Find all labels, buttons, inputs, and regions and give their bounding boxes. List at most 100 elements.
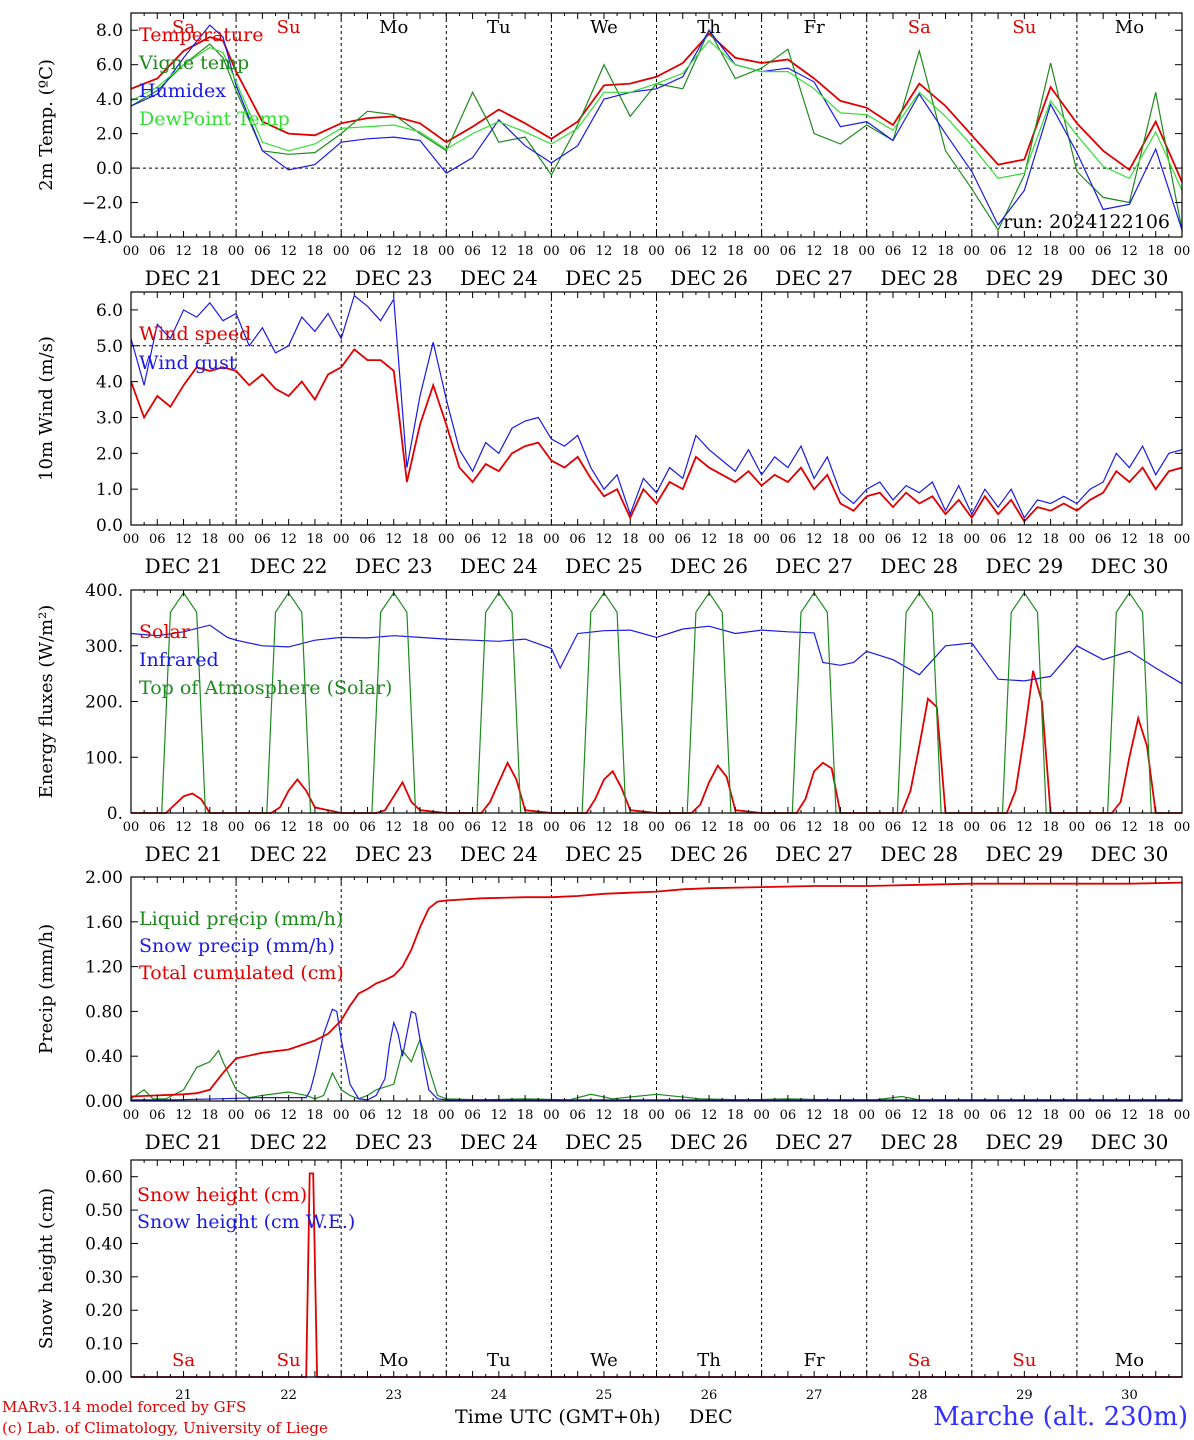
- date-label: DEC 22: [250, 266, 328, 290]
- y-tick-label: −2.0: [82, 194, 123, 214]
- date-label: DEC 23: [355, 266, 433, 290]
- hour-tick-label: 06: [464, 532, 481, 547]
- y-axis-label: Precip (mm/h): [36, 924, 57, 1054]
- hour-tick-label: 00: [648, 244, 665, 259]
- hour-tick-label: 06: [149, 244, 166, 259]
- hour-tick-label: 12: [491, 532, 508, 547]
- y-tick-label: 200.: [85, 693, 123, 713]
- hour-tick-label: 18: [937, 820, 954, 835]
- hour-tick-label: 06: [359, 1108, 376, 1123]
- hour-tick-label: 18: [1147, 1108, 1164, 1123]
- weekday-label: Su: [1012, 1350, 1036, 1371]
- hour-tick-label: 00: [753, 820, 770, 835]
- hour-tick-label: 18: [832, 244, 849, 259]
- hour-tick-label: 18: [727, 532, 744, 547]
- hour-tick-label: 06: [359, 532, 376, 547]
- hour-tick-label: 06: [149, 1108, 166, 1123]
- hour-tick-label: 00: [123, 532, 140, 547]
- hour-tick-label: 18: [202, 1108, 219, 1123]
- date-label: DEC 28: [880, 842, 958, 866]
- legend-entry: Liquid precip (mm/h): [139, 908, 343, 930]
- y-tick-label: 0.50: [85, 1201, 123, 1221]
- y-tick-label: −4.0: [82, 228, 123, 248]
- weekday-label: Sa: [908, 17, 931, 38]
- hour-tick-label: 06: [675, 244, 692, 259]
- hour-tick-label: 18: [202, 244, 219, 259]
- hour-tick-label: 00: [1069, 820, 1086, 835]
- hour-tick-label: 18: [832, 820, 849, 835]
- hour-tick-label: 18: [937, 532, 954, 547]
- date-label: DEC 30: [1091, 266, 1169, 290]
- hour-tick-label: 18: [1147, 244, 1164, 259]
- panel-4: 0.00 0.40 0.80 1.20 1.60 2.00 Precip (mm/h) Liq…: [36, 868, 1190, 1154]
- series-line-vigne-temp: [130, 28, 1183, 232]
- y-tick-label: 0.00: [85, 1092, 123, 1112]
- weekday-label: Sa: [172, 1350, 195, 1371]
- y-tick-label: 0.40: [85, 1047, 123, 1067]
- date-label: DEC 29: [985, 1130, 1063, 1154]
- series-line-total-cumulated-cm-: [130, 881, 1183, 1098]
- hour-tick-label: 00: [858, 820, 875, 835]
- y-tick-label: 1.60: [85, 913, 123, 933]
- hour-tick-label: 12: [596, 244, 613, 259]
- hour-tick-label: 06: [569, 532, 586, 547]
- hour-tick-label: 18: [622, 820, 639, 835]
- hour-tick-label: 06: [885, 820, 902, 835]
- date-label: DEC 25: [565, 842, 643, 866]
- day-number-label: 26: [701, 1388, 718, 1403]
- hour-tick-label: 18: [727, 820, 744, 835]
- series-line-top-of-atmosphere-solar-: [131, 591, 1182, 814]
- panel-2: 0.0 1.0 2.0 3.0 4.0 5.0 6.0 10m Wind (m/s) Wind …: [36, 291, 1190, 578]
- hour-tick-label: 06: [149, 820, 166, 835]
- day-number-label: 23: [385, 1388, 402, 1403]
- weekday-label: Tu: [487, 1350, 511, 1371]
- y-tick-label: 0.30: [85, 1268, 123, 1288]
- date-label: DEC 22: [250, 842, 328, 866]
- hour-tick-label: 06: [464, 820, 481, 835]
- y-tick-label: 0.00: [85, 1368, 123, 1388]
- day-number-label: 21: [175, 1388, 192, 1403]
- weekday-label: Su: [277, 1350, 301, 1371]
- hour-tick-label: 12: [385, 1108, 402, 1123]
- date-label: DEC 21: [145, 842, 223, 866]
- hour-tick-label: 06: [780, 532, 797, 547]
- hour-tick-label: 00: [123, 820, 140, 835]
- weekday-label: Fr: [804, 1350, 825, 1371]
- hour-tick-label: 12: [280, 1108, 297, 1123]
- hour-tick-label: 00: [228, 1108, 245, 1123]
- hour-tick-label: 18: [832, 1108, 849, 1123]
- hour-tick-label: 18: [517, 820, 534, 835]
- hour-tick-label: 12: [491, 820, 508, 835]
- hour-tick-label: 12: [806, 820, 823, 835]
- y-tick-label: 300.: [85, 637, 123, 657]
- y-tick-label: 0.10: [85, 1335, 123, 1355]
- date-label: DEC 23: [355, 554, 433, 578]
- hour-tick-label: 00: [333, 1108, 350, 1123]
- hour-tick-label: 00: [1174, 1108, 1191, 1123]
- hour-tick-label: 12: [385, 244, 402, 259]
- legend-entry: Top of Atmosphere (Solar): [139, 677, 392, 699]
- legend-entry: Humidex: [139, 80, 226, 102]
- hour-tick-label: 06: [1095, 820, 1112, 835]
- hour-tick-label: 12: [911, 532, 928, 547]
- y-tick-label: 0.0: [96, 159, 123, 179]
- hour-tick-label: 12: [596, 1108, 613, 1123]
- day-number-label: 22: [280, 1388, 297, 1403]
- hour-tick-label: 00: [543, 244, 560, 259]
- date-label: DEC 28: [880, 1130, 958, 1154]
- hour-tick-label: 00: [648, 532, 665, 547]
- hour-tick-label: 12: [385, 820, 402, 835]
- hour-tick-label: 12: [1016, 244, 1033, 259]
- model-credit: MARv3.14 model forced by GFS: [2, 1398, 247, 1416]
- weekday-label: Mo: [1115, 1350, 1144, 1371]
- legend-entry: Wind speed: [139, 323, 251, 345]
- legend-entry: Vigne temp: [138, 52, 249, 74]
- hour-tick-label: 12: [911, 820, 928, 835]
- date-label: DEC 25: [565, 1130, 643, 1154]
- hour-tick-label: 12: [175, 820, 192, 835]
- hour-tick-label: 18: [517, 244, 534, 259]
- hour-tick-label: 12: [491, 244, 508, 259]
- y-tick-label: 0.40: [85, 1234, 123, 1254]
- weekday-label: Mo: [1115, 17, 1144, 38]
- hour-tick-label: 00: [858, 244, 875, 259]
